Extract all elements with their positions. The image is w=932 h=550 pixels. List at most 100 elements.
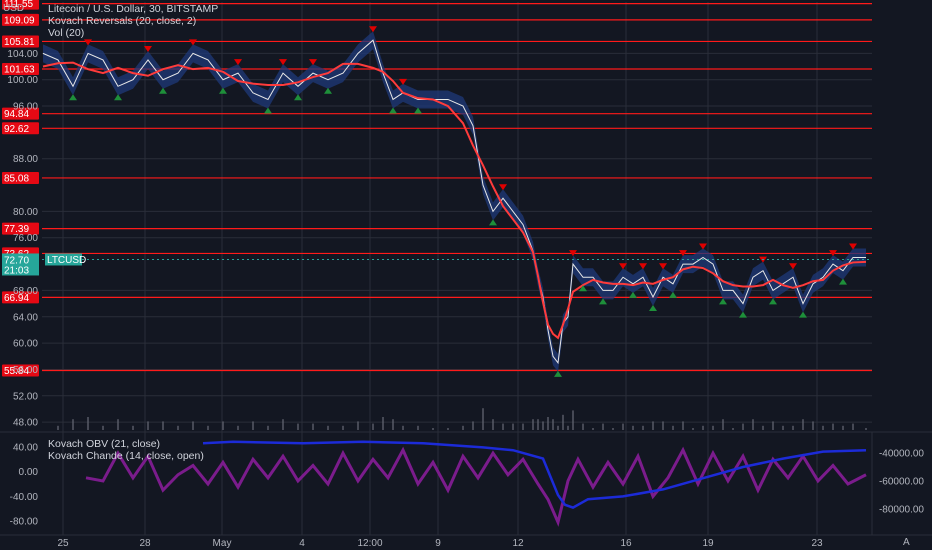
volume-bar (382, 417, 384, 430)
level-price-label: 55.84 (4, 366, 29, 377)
sub-right-tick: -80000.00 (879, 505, 924, 516)
down-arrow (369, 26, 377, 33)
level-price-tag (2, 171, 39, 184)
volume-bar (342, 425, 344, 430)
volume-bar (802, 419, 804, 430)
countdown-label: 21:03 (4, 265, 29, 276)
volume-bar (132, 425, 134, 430)
level-price-tag (2, 222, 39, 235)
volume-bar (207, 425, 209, 430)
volume-bar (512, 423, 514, 430)
sub-legend: Kovach OBV (21, close) Kovach Chande (14… (48, 438, 204, 462)
volume-bar (417, 425, 419, 430)
main-legend: Litecoin / U.S. Dollar, 30, BITSTAMP Kov… (48, 3, 218, 39)
volume-bar (402, 425, 404, 430)
legend-reversals[interactable]: Kovach Reversals (20, close, 2) (48, 15, 197, 27)
volume-bar (357, 421, 359, 430)
down-arrow (84, 39, 92, 46)
level-price-tag (2, 291, 39, 304)
volume-bar (327, 425, 329, 430)
legend-obv[interactable]: Kovach OBV (21, close) (48, 438, 161, 450)
down-arrow (639, 263, 647, 270)
volume-bar (865, 428, 867, 430)
volume-bar (782, 425, 784, 430)
volume-bar (392, 419, 394, 430)
volume-bar (562, 414, 564, 430)
volume-bar (762, 425, 764, 430)
volume-bar (672, 425, 674, 430)
y-tick-label: 68.00 (13, 286, 38, 297)
level-price-tag (2, 13, 39, 26)
volume-bar (572, 410, 574, 430)
legend-symbol[interactable]: Litecoin / U.S. Dollar, 30, BITSTAMP (48, 3, 219, 15)
volume-bar (852, 423, 854, 430)
y-tick-label: 88.00 (13, 154, 38, 165)
y-tick-label: 52.00 (13, 391, 38, 402)
level-price-tag (2, 35, 39, 48)
x-tick-label: 12 (512, 538, 524, 549)
down-arrow (189, 39, 197, 46)
volume-bar (482, 408, 484, 430)
obv-line[interactable] (202, 440, 867, 509)
level-price-tag (2, 62, 39, 75)
legend-volume[interactable]: Vol (20) (48, 27, 85, 39)
level-price-label: 92.62 (4, 124, 29, 135)
down-arrow (234, 59, 242, 66)
down-arrow (849, 243, 857, 250)
sub-left-tick: -80.00 (10, 517, 39, 528)
legend-chande[interactable]: Kovach Chande (14, close, open) (48, 450, 204, 462)
down-arrow (619, 263, 627, 270)
down-arrow (699, 243, 707, 250)
down-arrow (399, 78, 407, 85)
up-arrow (599, 298, 607, 305)
currency-label[interactable]: USD (3, 3, 24, 14)
y-tick-label: 104.00 (7, 49, 38, 60)
volume-bar (832, 423, 834, 430)
volume-bar (772, 421, 774, 430)
auto-scale-button[interactable]: A (903, 537, 910, 548)
down-arrow (309, 59, 317, 66)
down-arrow (499, 184, 507, 191)
volume-bar (237, 425, 239, 430)
volume-bar (542, 421, 544, 430)
current-price-label: 72.70 (4, 255, 29, 266)
volume-bar (752, 419, 754, 430)
volume-bar (712, 425, 714, 430)
x-tick-label: 25 (57, 538, 69, 549)
volume-bar (662, 421, 664, 430)
up-arrow (629, 291, 637, 298)
up-arrow (414, 107, 422, 114)
volume-bar (102, 425, 104, 430)
volume-bar (447, 428, 449, 430)
volume-bar (682, 421, 684, 430)
volume-bar (547, 417, 549, 430)
down-arrow (679, 250, 687, 257)
volume-bar (472, 421, 474, 430)
up-arrow (554, 370, 562, 377)
y-tick-label: 76.00 (13, 233, 38, 244)
up-arrow (264, 107, 272, 114)
y-tick-label: 100.00 (7, 75, 38, 86)
volume-bar (567, 425, 569, 430)
level-price-tag (2, 107, 39, 120)
volume-bar (267, 425, 269, 430)
chande-line[interactable] (85, 446, 867, 527)
x-tick-label: 12:00 (357, 538, 382, 549)
y-tick-label: 48.00 (13, 418, 38, 429)
x-tick-label: 9 (435, 538, 441, 549)
volume-bar (177, 425, 179, 430)
volume-bar (537, 419, 539, 430)
up-arrow (769, 298, 777, 305)
sub-left-tick: 40.00 (13, 443, 38, 454)
volume-bar (297, 423, 299, 430)
y-tick-label: 56.00 (13, 365, 38, 376)
down-arrow (659, 263, 667, 270)
up-arrow (669, 291, 677, 298)
volume-bar (532, 419, 534, 430)
volume-bar (87, 417, 89, 430)
x-tick-label: May (213, 538, 232, 549)
volume-bar (722, 419, 724, 430)
level-price-label: 77.39 (4, 224, 29, 235)
up-arrow (294, 94, 302, 101)
